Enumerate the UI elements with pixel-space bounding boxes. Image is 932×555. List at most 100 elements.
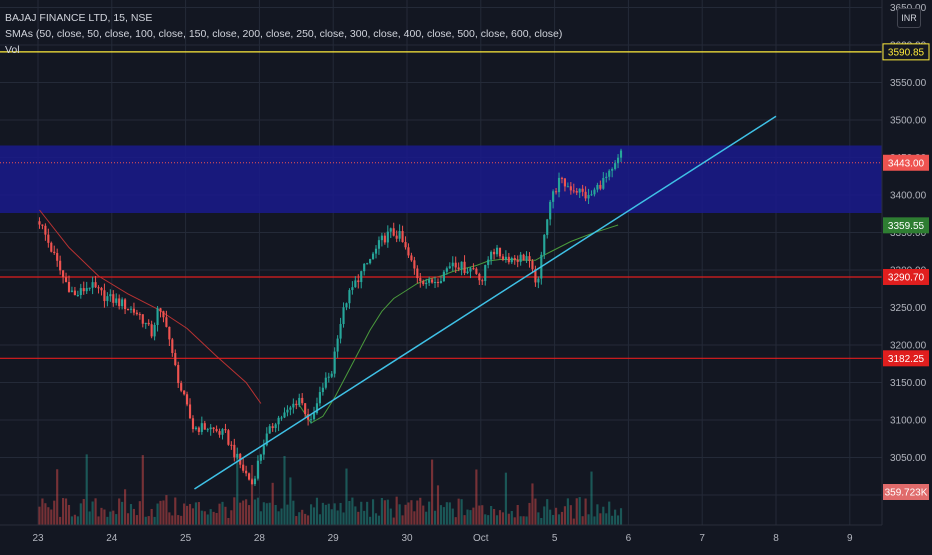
volume-bar — [259, 511, 262, 525]
sma-value-badge — [883, 217, 929, 234]
candle-body — [64, 277, 68, 282]
volume-bar — [174, 497, 177, 525]
volume-bar — [62, 498, 65, 525]
candle-body — [194, 427, 198, 430]
volume-bar — [94, 498, 97, 525]
candle-body — [156, 308, 159, 325]
volume-bar — [262, 502, 265, 525]
candle-body — [366, 263, 369, 265]
candle-body — [230, 444, 233, 446]
volume-bar — [369, 516, 372, 525]
symbol-title[interactable]: BAJAJ FINANCE LTD, 15, NSE — [5, 12, 153, 24]
volume-bar — [425, 511, 428, 525]
volume-bar — [572, 518, 575, 525]
candle-body — [242, 464, 245, 471]
volume-bar — [47, 507, 50, 525]
candle-body — [253, 478, 257, 485]
x-tick-label: 9 — [847, 533, 853, 544]
candle-body — [324, 377, 327, 388]
candle-body — [495, 247, 499, 255]
volume-bar — [41, 498, 44, 525]
x-tick-label: 5 — [552, 533, 558, 544]
volume-bar — [395, 496, 398, 525]
candle-body — [454, 262, 457, 268]
volume-bar — [289, 477, 292, 525]
volume-bar — [619, 508, 623, 525]
candle-body — [245, 470, 248, 474]
volume-bar — [295, 516, 298, 525]
candle-body — [605, 176, 608, 178]
red-level-label: 3290.70 — [888, 272, 925, 283]
x-tick-label: 6 — [626, 533, 632, 544]
candle-body — [312, 413, 316, 420]
currency-button[interactable]: INR — [897, 8, 921, 28]
candle-body — [590, 194, 593, 196]
y-tick-label: 3200.00 — [890, 341, 927, 352]
volume-bar — [115, 514, 118, 525]
volume-bar — [407, 502, 410, 525]
candle-body — [552, 191, 555, 202]
volume-bar — [44, 503, 47, 525]
volume-bar — [256, 497, 259, 525]
candle-body — [436, 281, 440, 283]
volume-indicator-label[interactable]: Vol — [5, 44, 20, 56]
candle-body — [442, 271, 445, 282]
candle-body — [212, 427, 215, 430]
candle-body — [416, 268, 419, 279]
candle-body — [315, 403, 319, 414]
volume-bar — [428, 501, 431, 525]
volume-bar — [247, 505, 251, 525]
yellow-level-badge — [882, 43, 930, 61]
supply-zone — [0, 145, 882, 213]
candle-body — [407, 247, 410, 256]
candle-body — [209, 427, 212, 430]
red-level-label: 3182.25 — [888, 354, 925, 365]
candle-body — [596, 184, 599, 190]
candle-body — [298, 397, 301, 406]
volume-bar — [366, 501, 369, 525]
volume-bar — [484, 514, 487, 525]
candle-body — [619, 150, 623, 158]
candle-body — [236, 453, 239, 458]
candle-body — [587, 194, 590, 199]
sma-value-label: 3359.55 — [888, 221, 925, 232]
volume-bar — [339, 502, 342, 525]
candle-body — [283, 412, 286, 418]
volume-bar — [581, 516, 584, 525]
volume-bar — [268, 502, 271, 525]
candle-body — [369, 259, 372, 264]
candle-body — [546, 219, 549, 235]
candle-body — [560, 177, 564, 179]
candle-body — [410, 255, 413, 261]
candle-body — [602, 177, 605, 189]
volume-bar — [392, 517, 395, 525]
candle-body — [575, 191, 578, 193]
volume-bar — [298, 512, 301, 525]
candle-body — [439, 281, 443, 283]
volume-bar — [227, 517, 230, 525]
volume-bar — [351, 497, 354, 525]
candle-body — [233, 444, 236, 458]
candle-body — [85, 288, 88, 292]
candle-body — [56, 253, 59, 261]
volume-bar — [460, 499, 463, 525]
volume-bar — [129, 504, 133, 525]
candle-body — [398, 231, 401, 239]
volume-bar — [466, 509, 469, 525]
volume-bar — [200, 510, 203, 525]
sma-indicator-label[interactable]: SMAs (50, close, 50, close, 100, close, … — [5, 28, 563, 40]
volume-bar — [53, 500, 56, 525]
candle-body — [129, 308, 133, 310]
candle-body — [159, 308, 162, 312]
volume-bar — [442, 507, 445, 525]
x-tick-label: 8 — [773, 533, 779, 544]
candle-body — [197, 427, 200, 432]
volume-bar — [552, 514, 555, 525]
candle-body — [371, 253, 375, 260]
volume-bar — [614, 509, 617, 525]
volume-bar — [593, 516, 596, 525]
volume-bar — [330, 509, 333, 525]
